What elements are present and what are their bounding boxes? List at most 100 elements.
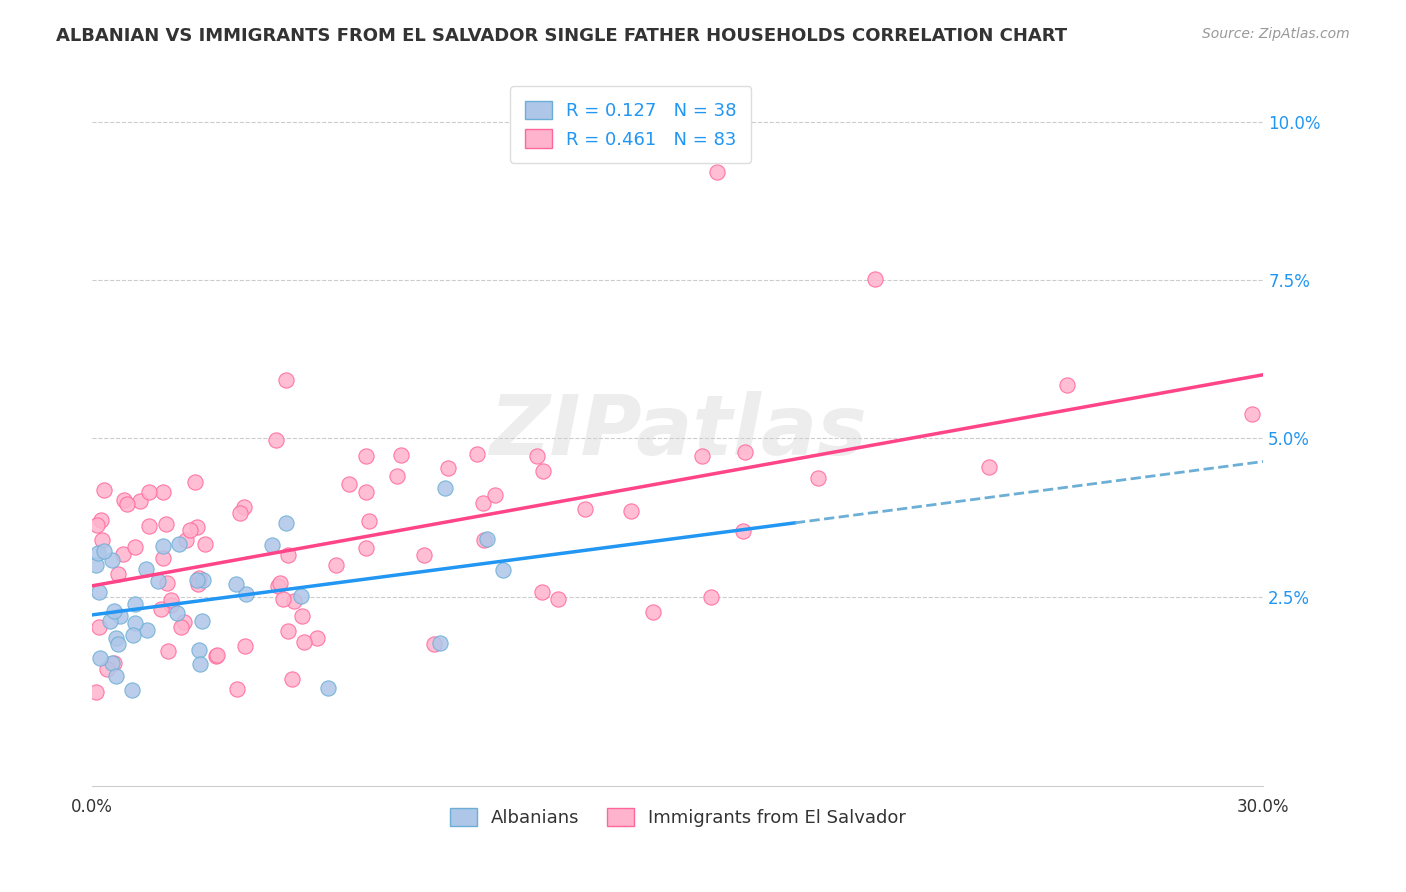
Point [112, 547, 135, 561]
Point [526, 450, 548, 464]
Point [186, 520, 208, 534]
Point [187, 571, 209, 585]
Point [84, 558, 107, 572]
Point [1240, 408, 1263, 422]
Point [194, 536, 217, 550]
Text: ALBANIAN VS IMMIGRANTS FROM EL SALVADOR SINGLE FATHER HOUSEHOLDS CORRELATION CHA: ALBANIAN VS IMMIGRANTS FROM EL SALVADOR … [56, 27, 1067, 45]
Point [152, 539, 174, 553]
Point [138, 484, 160, 499]
Point [86, 518, 108, 533]
Point [264, 433, 287, 447]
Point [96, 662, 118, 676]
Point [107, 637, 129, 651]
Point [807, 471, 830, 485]
Point [186, 573, 208, 587]
Point [281, 672, 304, 686]
Point [188, 657, 211, 671]
Point [135, 561, 157, 575]
Point [391, 448, 413, 462]
Point [121, 627, 143, 641]
Point [124, 540, 146, 554]
Point [356, 485, 378, 500]
Point [101, 553, 124, 567]
Point [269, 575, 291, 590]
Point [491, 563, 513, 577]
Point [1056, 377, 1078, 392]
Point [433, 482, 456, 496]
Point [292, 635, 315, 649]
Point [422, 637, 444, 651]
Point [225, 577, 247, 591]
Point [98, 614, 121, 628]
Point [90, 513, 112, 527]
Legend: Albanians, Immigrants from El Salvador: Albanians, Immigrants from El Salvador [443, 800, 914, 834]
Point [207, 648, 229, 663]
Point [191, 573, 214, 587]
Point [184, 475, 207, 490]
Point [290, 590, 312, 604]
Point [283, 594, 305, 608]
Point [112, 492, 135, 507]
Point [204, 648, 226, 663]
Point [233, 639, 256, 653]
Point [706, 165, 728, 179]
Point [413, 548, 436, 562]
Point [174, 533, 197, 548]
Point [316, 681, 339, 696]
Point [977, 460, 1000, 475]
Point [187, 576, 209, 591]
Point [235, 587, 257, 601]
Point [103, 657, 125, 671]
Point [574, 502, 596, 516]
Point [169, 537, 191, 551]
Point [160, 592, 183, 607]
Point [437, 461, 460, 475]
Point [484, 488, 506, 502]
Point [104, 631, 127, 645]
Point [91, 533, 114, 548]
Point [620, 504, 643, 518]
Point [152, 484, 174, 499]
Point [103, 604, 125, 618]
Point [233, 500, 256, 515]
Point [700, 590, 723, 604]
Point [276, 373, 298, 387]
Point [863, 272, 886, 286]
Point [104, 669, 127, 683]
Point [179, 524, 201, 538]
Point [156, 644, 179, 658]
Point [108, 609, 131, 624]
Point [173, 615, 195, 629]
Point [152, 551, 174, 566]
Point [475, 532, 498, 546]
Point [531, 464, 554, 478]
Point [277, 548, 299, 562]
Point [148, 574, 170, 589]
Point [277, 624, 299, 638]
Point [89, 651, 111, 665]
Point [155, 516, 177, 531]
Point [271, 592, 294, 607]
Point [166, 607, 188, 621]
Point [274, 516, 297, 530]
Point [734, 444, 756, 458]
Point [690, 449, 713, 463]
Point [291, 609, 314, 624]
Point [337, 477, 360, 491]
Point [225, 682, 247, 697]
Point [124, 597, 146, 611]
Point [124, 616, 146, 631]
Point [229, 506, 252, 520]
Point [262, 538, 284, 552]
Point [307, 631, 329, 645]
Point [356, 541, 378, 555]
Point [156, 575, 179, 590]
Point [159, 598, 181, 612]
Point [267, 579, 290, 593]
Point [87, 546, 110, 560]
Point [325, 558, 347, 572]
Point [149, 602, 172, 616]
Text: ZIPatlas: ZIPatlas [489, 392, 866, 473]
Point [115, 497, 138, 511]
Point [429, 636, 451, 650]
